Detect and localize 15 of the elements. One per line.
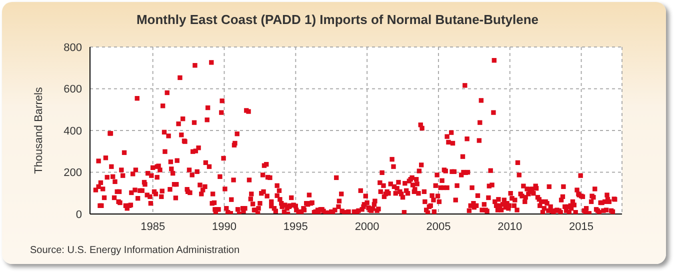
- y-tick-label: 400: [64, 125, 82, 138]
- x-tick-label: 1995: [283, 220, 308, 233]
- y-tick-label: 600: [64, 84, 82, 96]
- x-tick-label: 2010: [498, 220, 522, 233]
- x-tick-label: 2015: [569, 220, 594, 233]
- x-tick-label: 1990: [212, 220, 236, 233]
- chart-title: Monthly East Coast (PADD 1) Imports of Normal Butane-Butylene: [135, 12, 540, 27]
- y-axis-title: Thousand Barrels: [32, 86, 45, 174]
- y-tick-label: 800: [64, 42, 82, 54]
- x-tick-label: 2005: [426, 220, 451, 233]
- y-tick-label: 0: [76, 208, 82, 221]
- source-note: Source: U.S. Energy Information Administration: [30, 245, 240, 256]
- x-tick-label: 1985: [140, 220, 166, 233]
- x-tick-label: 2000: [354, 220, 380, 233]
- y-tick-label: 200: [64, 167, 82, 180]
